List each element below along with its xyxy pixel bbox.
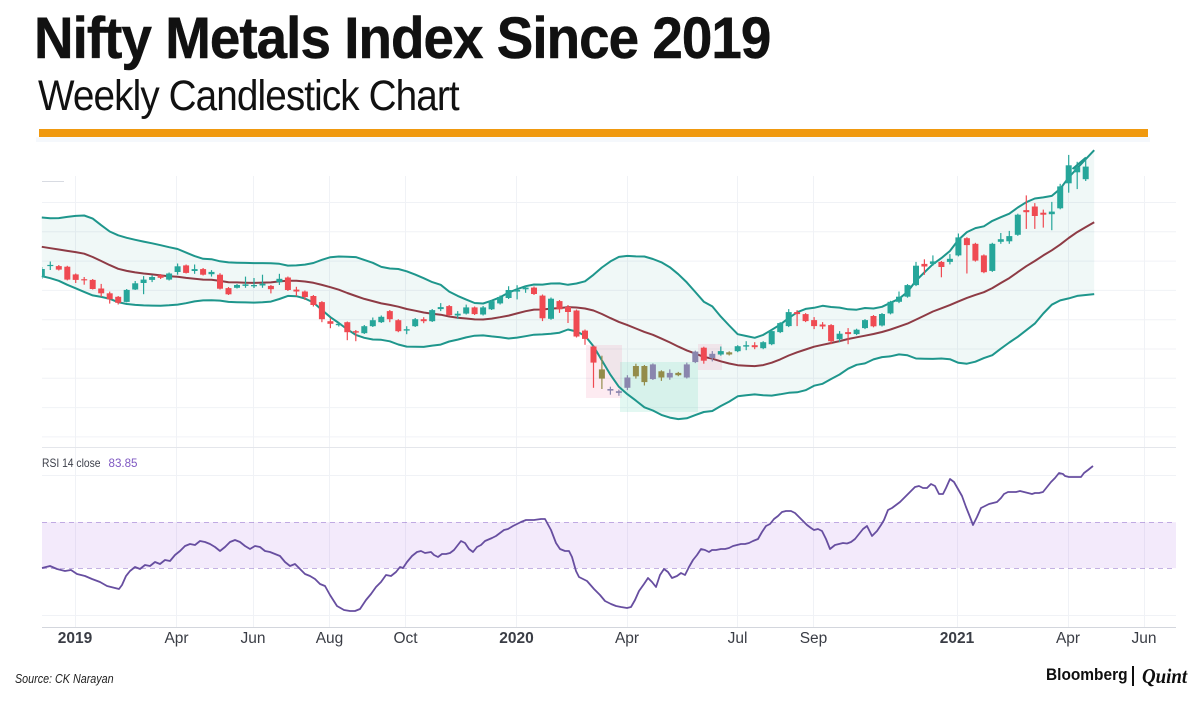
- svg-text:RSI 14 close: RSI 14 close: [42, 456, 101, 470]
- svg-text:Jun: Jun: [241, 630, 266, 647]
- svg-text:Apr: Apr: [1056, 630, 1080, 647]
- svg-text:Sep: Sep: [800, 630, 828, 647]
- svg-text:Aug: Aug: [316, 630, 344, 647]
- svg-text:Oct: Oct: [393, 630, 418, 647]
- svg-text:2021: 2021: [940, 630, 975, 647]
- svg-text:Jun: Jun: [1132, 630, 1157, 647]
- svg-text:Apr: Apr: [164, 630, 188, 647]
- svg-text:2019: 2019: [58, 630, 93, 647]
- svg-text:Apr: Apr: [615, 630, 639, 647]
- svg-text:83.85: 83.85: [109, 456, 138, 470]
- svg-text:Jul: Jul: [728, 630, 748, 647]
- svg-text:2020: 2020: [499, 630, 533, 647]
